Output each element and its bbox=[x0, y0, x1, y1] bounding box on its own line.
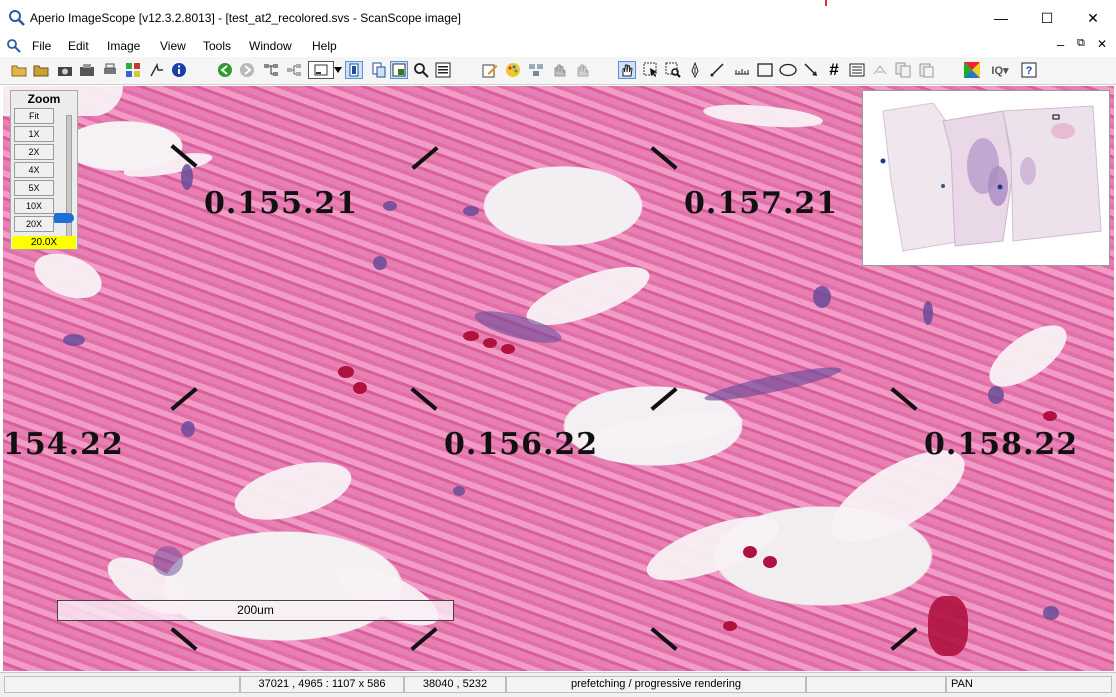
search-icon[interactable] bbox=[412, 61, 430, 79]
zoom-10x-button[interactable]: 10X bbox=[14, 198, 54, 214]
mark-icon[interactable] bbox=[148, 61, 166, 79]
menu-file[interactable]: File bbox=[32, 39, 52, 53]
view2-icon[interactable] bbox=[370, 61, 388, 79]
tile-label: 0.158.22 bbox=[924, 427, 1079, 462]
document-icon bbox=[7, 39, 21, 53]
child-close-button[interactable]: ✕ bbox=[1097, 37, 1108, 51]
menu-window[interactable]: Window bbox=[249, 39, 292, 53]
zoom-4x-button[interactable]: 4X bbox=[14, 162, 54, 178]
list-icon[interactable] bbox=[848, 61, 866, 79]
menu-help[interactable]: Help bbox=[312, 39, 337, 53]
iq-icon[interactable]: IQ▾ bbox=[991, 64, 1009, 77]
compare-icon[interactable] bbox=[527, 61, 545, 79]
select-arrow-icon[interactable] bbox=[642, 61, 660, 79]
arrow-icon[interactable] bbox=[802, 61, 820, 79]
tile-icon[interactable] bbox=[124, 61, 142, 79]
status-cursor-coords: 38040 , 5232 bbox=[404, 676, 506, 693]
status-message: prefetching / progressive rendering bbox=[506, 676, 806, 693]
status-blank bbox=[4, 676, 240, 693]
window-title: Aperio ImageScope [v12.3.2.8013] - [test… bbox=[30, 11, 461, 25]
open-folder-icon[interactable] bbox=[10, 61, 28, 79]
help-icon[interactable]: ? bbox=[1020, 61, 1038, 79]
status-blank-2 bbox=[806, 676, 946, 693]
close-button[interactable]: ✕ bbox=[1087, 9, 1099, 26]
tile-label: 0.155.21 bbox=[204, 186, 359, 221]
menu-tools[interactable]: Tools bbox=[203, 39, 232, 53]
menu-view[interactable]: View bbox=[160, 39, 186, 53]
forward-icon[interactable] bbox=[238, 61, 256, 79]
svg-text:?: ? bbox=[1026, 65, 1033, 77]
extract-icon[interactable] bbox=[78, 61, 96, 79]
tile-label: 154.22 bbox=[3, 427, 124, 462]
status-region-coords: 37021 , 4965 : 1107 x 586 bbox=[240, 676, 404, 693]
child-restore-button[interactable]: ⧉ bbox=[1077, 37, 1085, 49]
zoom-2x-button[interactable]: 2X bbox=[14, 144, 54, 160]
zoom-select-icon[interactable] bbox=[664, 61, 682, 79]
zoom-1x-button[interactable]: 1X bbox=[14, 126, 54, 142]
view-select-icon[interactable] bbox=[308, 61, 334, 79]
hand-redo-icon[interactable] bbox=[573, 61, 591, 79]
thumbnail-image bbox=[863, 91, 1109, 265]
tile-label: 0.157.21 bbox=[684, 186, 839, 221]
rectangle-ruler-icon[interactable] bbox=[733, 61, 751, 79]
grid-icon[interactable]: # bbox=[829, 60, 839, 79]
menu-bar: File Edit Image View Tools Window Help –… bbox=[0, 36, 1116, 57]
ink-icon[interactable] bbox=[871, 61, 889, 79]
edit-icon[interactable] bbox=[481, 61, 499, 79]
ruler-icon[interactable] bbox=[708, 61, 726, 79]
title-bar: Aperio ImageScope [v12.3.2.8013] - [test… bbox=[0, 0, 1116, 37]
palette-icon[interactable] bbox=[504, 61, 522, 79]
copy-icon[interactable] bbox=[894, 61, 912, 79]
folder-icon[interactable] bbox=[32, 61, 50, 79]
maximize-button[interactable]: ☐ bbox=[1040, 9, 1054, 26]
child-minimize-button[interactable]: – bbox=[1057, 37, 1065, 52]
tree-icon[interactable] bbox=[262, 61, 280, 79]
toolbar: # IQ▾ ? bbox=[0, 57, 1116, 85]
pan-icon[interactable] bbox=[618, 61, 636, 79]
title-marker bbox=[825, 0, 827, 6]
color-icon[interactable] bbox=[963, 61, 981, 79]
camera-icon[interactable] bbox=[56, 61, 74, 79]
slide-thumbnail[interactable] bbox=[862, 90, 1110, 266]
zoom-fit-button[interactable]: Fit bbox=[14, 108, 54, 124]
back-icon[interactable] bbox=[216, 61, 234, 79]
zoom-5x-button[interactable]: 5X bbox=[14, 180, 54, 196]
ellipse-icon[interactable] bbox=[779, 61, 797, 79]
zoom-slider[interactable] bbox=[66, 115, 72, 243]
dropdown-icon[interactable] bbox=[333, 61, 343, 79]
info-icon[interactable] bbox=[170, 61, 188, 79]
paste-icon[interactable] bbox=[917, 61, 935, 79]
status-mode: PAN bbox=[946, 676, 1112, 693]
view3-icon[interactable] bbox=[390, 61, 408, 79]
print-icon[interactable] bbox=[101, 61, 119, 79]
zoom-20x-button[interactable]: 20X bbox=[14, 216, 54, 232]
rectangle-icon[interactable] bbox=[756, 61, 774, 79]
annotation-icon[interactable] bbox=[434, 61, 452, 79]
imagescope-app-icon bbox=[9, 10, 25, 26]
hand-undo-icon[interactable] bbox=[550, 61, 568, 79]
menu-edit[interactable]: Edit bbox=[68, 39, 89, 53]
zoom-readout: 20.0X bbox=[12, 236, 76, 249]
pen-icon[interactable] bbox=[686, 61, 704, 79]
view-icon[interactable] bbox=[345, 61, 363, 79]
zoom-panel: Zoom Fit 1X 2X 4X 5X 10X 20X 20.0X bbox=[10, 90, 78, 250]
tile-label: 0.156.22 bbox=[444, 427, 599, 462]
menu-image[interactable]: Image bbox=[107, 39, 141, 53]
scale-bar: 200um bbox=[57, 600, 454, 621]
minimize-button[interactable]: — bbox=[994, 10, 1008, 26]
zoom-slider-thumb[interactable] bbox=[54, 213, 74, 223]
status-bar: 37021 , 4965 : 1107 x 586 38040 , 5232 p… bbox=[0, 672, 1116, 697]
zoom-title: Zoom bbox=[27, 92, 61, 106]
tree-collapse-icon[interactable] bbox=[285, 61, 303, 79]
